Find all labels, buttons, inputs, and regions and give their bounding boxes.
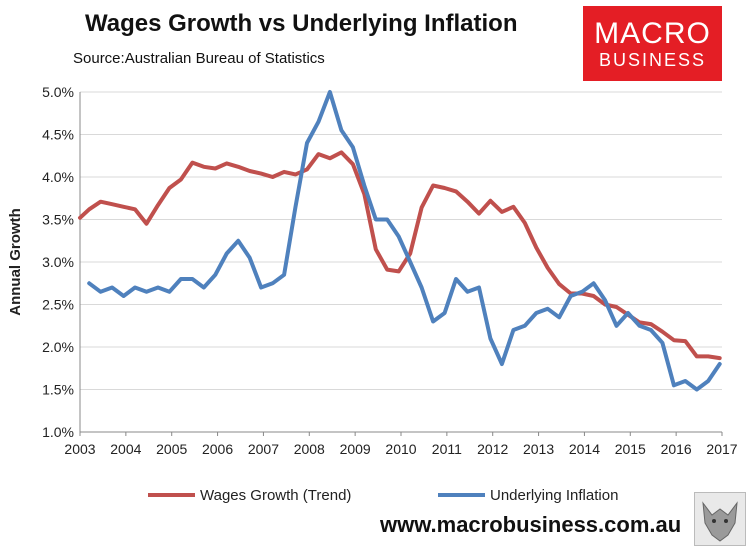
chart-title: Wages Growth vs Underlying Inflation	[85, 10, 518, 37]
series-line-underlying-inflation	[87, 90, 722, 392]
website-url[interactable]: www.macrobusiness.com.au	[380, 512, 682, 537]
logo-line-2: BUSINESS	[598, 50, 707, 70]
y-tick-label: 4.0%	[42, 169, 74, 185]
legend-label-inflation: Underlying Inflation	[490, 487, 618, 504]
wolf-logo-image	[694, 492, 746, 546]
y-tick-label: 3.5%	[42, 212, 74, 228]
x-tick-label: 2013	[523, 441, 554, 457]
y-tick-label: 1.0%	[42, 424, 74, 440]
y-tick-label: 3.0%	[42, 254, 74, 270]
logo-line-1: MACRO	[594, 17, 711, 50]
legend: Wages Growth (Trend) Underlying Inflatio…	[148, 487, 618, 504]
x-tick-label: 2003	[64, 441, 95, 457]
macrobusiness-logo: MACRO BUSINESS	[583, 6, 722, 81]
x-tick-labels: 2003 2004 2005 2006 2007 2008 2009 2010 2011 2012…	[64, 432, 738, 457]
series-lines	[78, 90, 722, 392]
x-tick-label: 2014	[569, 441, 600, 457]
y-tick-label: 5.0%	[42, 84, 74, 100]
gridlines	[80, 91, 722, 433]
x-tick-label: 2012	[477, 441, 508, 457]
x-tick-label: 2017	[706, 441, 737, 457]
x-tick-label: 2009	[340, 441, 371, 457]
x-tick-label: 2011	[432, 441, 462, 457]
y-axis-title: Annual Growth	[7, 208, 24, 316]
x-tick-label: 2016	[661, 441, 692, 457]
series-line-wages-growth	[78, 150, 722, 361]
y-tick-label: 2.0%	[42, 339, 74, 355]
x-tick-label: 2004	[110, 441, 141, 457]
x-tick-label: 2015	[615, 441, 646, 457]
y-tick-labels: 1.0% 1.5% 2.0% 2.5% 3.0% 3.5% 4.0% 4.5% 5.0%	[42, 84, 74, 440]
wolf-icon	[702, 501, 738, 542]
x-tick-label: 2006	[202, 441, 233, 457]
x-tick-label: 2007	[248, 441, 279, 457]
chart-source: Source:Australian Bureau of Statistics	[73, 50, 325, 67]
x-tick-label: 2008	[294, 441, 325, 457]
legend-label-wages: Wages Growth (Trend)	[200, 487, 351, 504]
y-tick-label: 4.5%	[42, 127, 74, 143]
y-tick-label: 1.5%	[42, 382, 74, 398]
x-tick-label: 2005	[156, 441, 187, 457]
x-tick-label: 2010	[385, 441, 416, 457]
y-tick-label: 2.5%	[42, 297, 74, 313]
